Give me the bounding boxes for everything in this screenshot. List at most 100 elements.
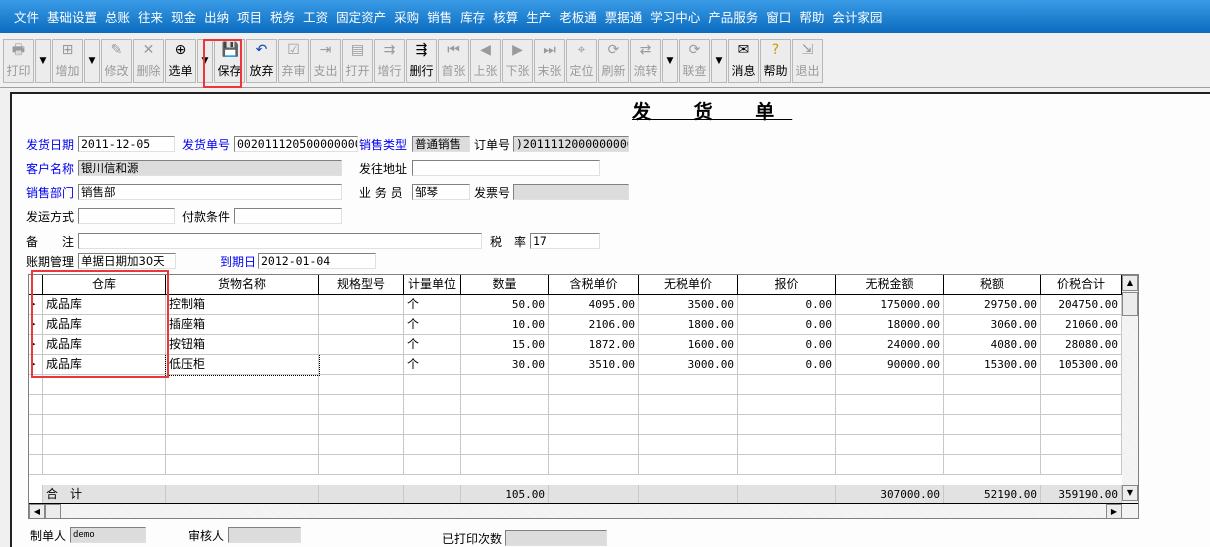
total-cell[interactable] xyxy=(549,485,639,505)
ship-no-field[interactable]: 0020111205000000001 xyxy=(234,136,358,152)
toolbar-flow-button[interactable]: ⇄ 流转 xyxy=(630,39,661,83)
total-cell[interactable]: 52190.00 xyxy=(944,485,1041,505)
grid-cell[interactable] xyxy=(639,395,738,415)
grid-cell[interactable]: 插座箱 xyxy=(166,315,319,335)
dropdown-arrow-icon[interactable]: ▼ xyxy=(662,39,678,83)
grid-cell[interactable]: 10.00 xyxy=(461,315,549,335)
grid-cell[interactable] xyxy=(738,455,836,475)
ship-method-field[interactable] xyxy=(78,208,175,224)
dropdown-arrow-icon[interactable]: ▼ xyxy=(84,39,100,83)
toolbar-next-button[interactable]: ▶ 下张 xyxy=(502,39,533,83)
grid-cell[interactable] xyxy=(43,415,166,435)
menu-item[interactable]: 基础设置 xyxy=(47,10,98,25)
grid-cell[interactable]: 1872.00 xyxy=(549,335,639,355)
grid-cell[interactable] xyxy=(944,415,1041,435)
menu-item[interactable]: 固定资产 xyxy=(336,10,387,25)
total-cell[interactable]: 307000.00 xyxy=(836,485,944,505)
menu-item[interactable]: 现金 xyxy=(171,10,197,25)
menu-item[interactable]: 窗口 xyxy=(766,10,792,25)
grid-cell[interactable]: 4095.00 xyxy=(549,295,639,315)
order-no-field[interactable]: )20111120000000005 xyxy=(513,136,629,152)
grid-cell[interactable]: 105300.00 xyxy=(1041,355,1122,375)
grid-cell[interactable]: 成品库 xyxy=(43,355,166,375)
menu-item[interactable]: 票据通 xyxy=(604,10,643,25)
horizontal-scrollbar[interactable]: ◀ ▶ xyxy=(29,503,1138,518)
toolbar-delete-row-button[interactable]: ⇶ 删行 xyxy=(406,39,437,83)
toolbar-exit-button[interactable]: ⇲ 退出 xyxy=(792,39,823,83)
customer-field[interactable]: 银川信和源 xyxy=(78,160,342,176)
grid-cell[interactable] xyxy=(836,435,944,455)
grid-cell[interactable]: 29750.00 xyxy=(944,295,1041,315)
grid-cell[interactable] xyxy=(738,375,836,395)
column-header[interactable]: 税额 xyxy=(944,275,1041,295)
grid-cell[interactable] xyxy=(639,455,738,475)
grid-cell[interactable]: 204750.00 xyxy=(1041,295,1122,315)
grid-cell[interactable] xyxy=(404,455,461,475)
menu-item[interactable]: 往来 xyxy=(138,10,164,25)
toolbar-refresh-button[interactable]: ⟳ 刷新 xyxy=(598,39,629,83)
total-cell[interactable] xyxy=(319,485,404,505)
total-cell[interactable] xyxy=(738,485,836,505)
maker-field[interactable]: demo xyxy=(70,527,146,543)
toolbar-open-button[interactable]: ▤ 打开 xyxy=(342,39,373,83)
menu-item[interactable]: 生产 xyxy=(526,10,552,25)
pay-terms-field[interactable] xyxy=(234,208,342,224)
column-header[interactable]: 计量单位 xyxy=(404,275,461,295)
grid-cell[interactable] xyxy=(166,435,319,455)
grid-cell[interactable]: 90000.00 xyxy=(836,355,944,375)
grid-cell[interactable] xyxy=(319,455,404,475)
grid-cell[interactable] xyxy=(836,455,944,475)
grid-cell[interactable] xyxy=(639,375,738,395)
grid-cell[interactable] xyxy=(166,375,319,395)
grid-cell[interactable]: 15.00 xyxy=(461,335,549,355)
grid-cell[interactable] xyxy=(461,435,549,455)
grid-cell[interactable]: 4080.00 xyxy=(944,335,1041,355)
scroll-left-icon[interactable]: ◀ xyxy=(29,504,45,518)
grid-cell[interactable]: 1600.00 xyxy=(639,335,738,355)
column-header[interactable]: 规格型号 xyxy=(319,275,404,295)
grid-cell[interactable] xyxy=(944,375,1041,395)
grid-cell[interactable] xyxy=(461,415,549,435)
grid-cell[interactable]: 低压柜 xyxy=(165,354,320,376)
grid-cell[interactable]: 个 xyxy=(404,355,461,375)
grid-cell[interactable] xyxy=(404,415,461,435)
due-field[interactable]: 2012-01-04 xyxy=(258,253,376,269)
column-header[interactable]: 价税合计 xyxy=(1041,275,1122,295)
grid-cell[interactable]: 175000.00 xyxy=(836,295,944,315)
toolbar-unapprove-button[interactable]: ☑ 弃审 xyxy=(278,39,309,83)
column-header[interactable]: 无税单价 xyxy=(639,275,738,295)
toolbar-linked-query-button[interactable]: ⟳ 联查 xyxy=(679,39,710,83)
toolbar-help-button[interactable]: ? 帮助 xyxy=(760,39,791,83)
grid-cell[interactable] xyxy=(461,375,549,395)
grid-cell[interactable] xyxy=(549,375,639,395)
scroll-down-icon[interactable]: ▼ xyxy=(1122,485,1138,501)
dept-field[interactable]: 销售部 xyxy=(78,184,342,200)
grid-cell[interactable] xyxy=(319,295,404,315)
grid-cell[interactable]: 21060.00 xyxy=(1041,315,1122,335)
grid-cell[interactable]: 30.00 xyxy=(461,355,549,375)
grid-cell[interactable]: 1800.00 xyxy=(639,315,738,335)
grid-cell[interactable] xyxy=(166,455,319,475)
toolbar-locate-button[interactable]: ⌖ 定位 xyxy=(566,39,597,83)
salesman-field[interactable]: 邹琴 xyxy=(412,184,470,200)
menu-item[interactable]: 产品服务 xyxy=(708,10,759,25)
credit-field[interactable]: 单据日期加30天 xyxy=(78,253,176,269)
grid-cell[interactable] xyxy=(1041,435,1122,455)
total-cell[interactable]: 105.00 xyxy=(461,485,549,505)
grid-cell[interactable] xyxy=(1041,375,1122,395)
dropdown-arrow-icon[interactable]: ▼ xyxy=(197,39,213,83)
menu-item[interactable]: 项目 xyxy=(237,10,263,25)
scroll-up-icon[interactable]: ▲ xyxy=(1122,275,1138,291)
grid-cell[interactable]: 0.00 xyxy=(738,355,836,375)
total-cell[interactable] xyxy=(639,485,738,505)
total-label[interactable]: 合 计 xyxy=(43,485,166,505)
grid-cell[interactable] xyxy=(738,435,836,455)
grid-cell[interactable]: 控制箱 xyxy=(166,295,319,315)
grid-cell[interactable] xyxy=(1041,415,1122,435)
menu-item[interactable]: 出纳 xyxy=(204,10,230,25)
menu-item[interactable]: 学习中心 xyxy=(650,10,701,25)
grid-cell[interactable] xyxy=(319,375,404,395)
grid-cell[interactable]: 24000.00 xyxy=(836,335,944,355)
toolbar-undo-button[interactable]: ↶ 放弃 xyxy=(246,39,277,83)
column-header[interactable]: 报价 xyxy=(738,275,836,295)
